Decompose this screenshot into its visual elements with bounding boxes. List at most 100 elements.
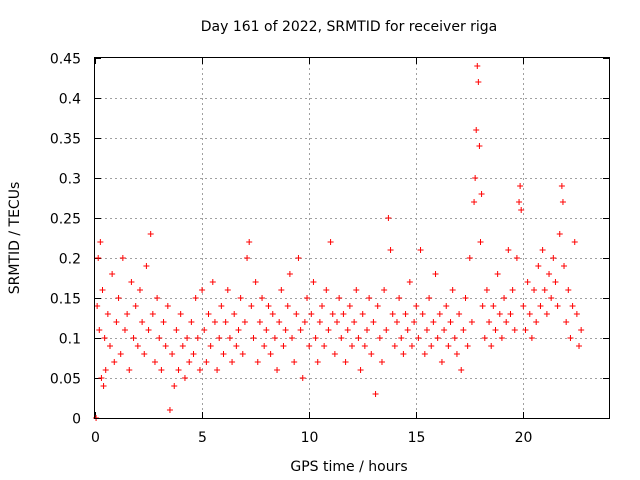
data-point — [349, 343, 355, 349]
data-point — [391, 343, 398, 349]
data-point — [436, 311, 443, 317]
data-point — [554, 303, 561, 309]
data-point — [366, 295, 373, 301]
data-point — [126, 367, 133, 373]
data-point — [541, 287, 548, 293]
data-point — [576, 343, 583, 349]
data-point — [472, 175, 479, 181]
data-point — [226, 335, 233, 341]
data-point — [398, 335, 405, 341]
data-point — [445, 343, 452, 349]
data-point — [492, 327, 499, 333]
y-tick-label: 0.15 — [50, 292, 81, 308]
data-point — [177, 311, 184, 317]
data-point — [451, 335, 458, 341]
data-point — [188, 319, 195, 325]
data-point — [361, 343, 368, 349]
data-point — [517, 183, 524, 189]
chart-title: Day 161 of 2022, SRMTID for receiver rig… — [201, 19, 498, 35]
data-point — [128, 279, 135, 285]
data-point — [252, 279, 259, 285]
data-point — [94, 303, 101, 309]
data-point — [466, 255, 473, 261]
data-point — [443, 303, 450, 309]
data-point — [368, 351, 375, 357]
data-point — [136, 287, 143, 293]
data-point — [158, 367, 165, 373]
data-point — [383, 327, 390, 333]
data-point — [162, 343, 169, 349]
data-point — [244, 255, 251, 261]
data-point — [462, 295, 469, 301]
data-point — [571, 239, 578, 245]
data-point — [556, 231, 563, 237]
data-point — [106, 343, 113, 349]
data-point — [569, 303, 576, 309]
data-point — [239, 351, 246, 357]
data-point — [312, 335, 319, 341]
data-point — [100, 383, 107, 389]
data-point — [235, 327, 242, 333]
data-point — [567, 335, 574, 341]
data-point — [96, 327, 103, 333]
data-point — [141, 351, 148, 357]
data-point — [483, 287, 490, 293]
grid-layer — [95, 58, 609, 418]
data-point — [488, 343, 495, 349]
y-tick-label: 0.35 — [50, 132, 81, 148]
data-point — [411, 319, 418, 325]
y-tick-label: 0.25 — [50, 212, 81, 228]
data-point — [134, 343, 141, 349]
data-point — [535, 263, 542, 269]
data-point — [389, 311, 396, 317]
y-tick-label: 0.1 — [59, 332, 81, 348]
y-tick-label: 0.2 — [59, 252, 81, 268]
data-point — [460, 327, 467, 333]
data-point — [147, 231, 154, 237]
data-point — [372, 391, 379, 397]
data-point — [286, 271, 293, 277]
x-tick-label: 5 — [198, 430, 207, 446]
data-point — [145, 327, 152, 333]
data-point — [528, 335, 535, 341]
data-point — [481, 335, 488, 341]
data-point — [548, 295, 555, 301]
data-point — [186, 359, 193, 365]
data-point — [250, 335, 257, 341]
data-point — [220, 351, 227, 357]
data-point — [97, 239, 104, 245]
data-point — [415, 335, 422, 341]
data-point — [284, 303, 291, 309]
data-point — [565, 287, 572, 293]
data-point — [456, 311, 463, 317]
data-point — [374, 303, 381, 309]
data-point — [494, 271, 501, 277]
data-point — [441, 327, 448, 333]
data-point — [387, 247, 394, 253]
data-point — [321, 343, 328, 349]
data-point — [561, 263, 568, 269]
data-point — [175, 367, 182, 373]
x-tick-label: 0 — [91, 430, 100, 446]
data-point — [119, 255, 126, 261]
data-point — [261, 343, 268, 349]
data-point — [98, 375, 105, 381]
y-tick-labels: 0 0.05 0.1 0.15 0.2 0.25 0.3 0.35 0.4 0.45 — [50, 52, 81, 428]
data-point — [325, 327, 332, 333]
data-point — [353, 287, 360, 293]
data-point — [115, 295, 122, 301]
data-point — [340, 311, 347, 317]
data-point — [423, 327, 430, 333]
data-point — [293, 311, 300, 317]
data-point — [351, 319, 358, 325]
data-point — [421, 351, 428, 357]
data-point — [121, 327, 128, 333]
data-point — [381, 287, 388, 293]
plot-frame — [94, 57, 610, 419]
data-point — [479, 303, 486, 309]
data-point — [95, 255, 102, 261]
y-tick-label: 0.05 — [50, 372, 81, 388]
data-point — [130, 335, 137, 341]
x-axis-label: GPS time / hours — [290, 459, 407, 475]
data-point — [233, 343, 240, 349]
